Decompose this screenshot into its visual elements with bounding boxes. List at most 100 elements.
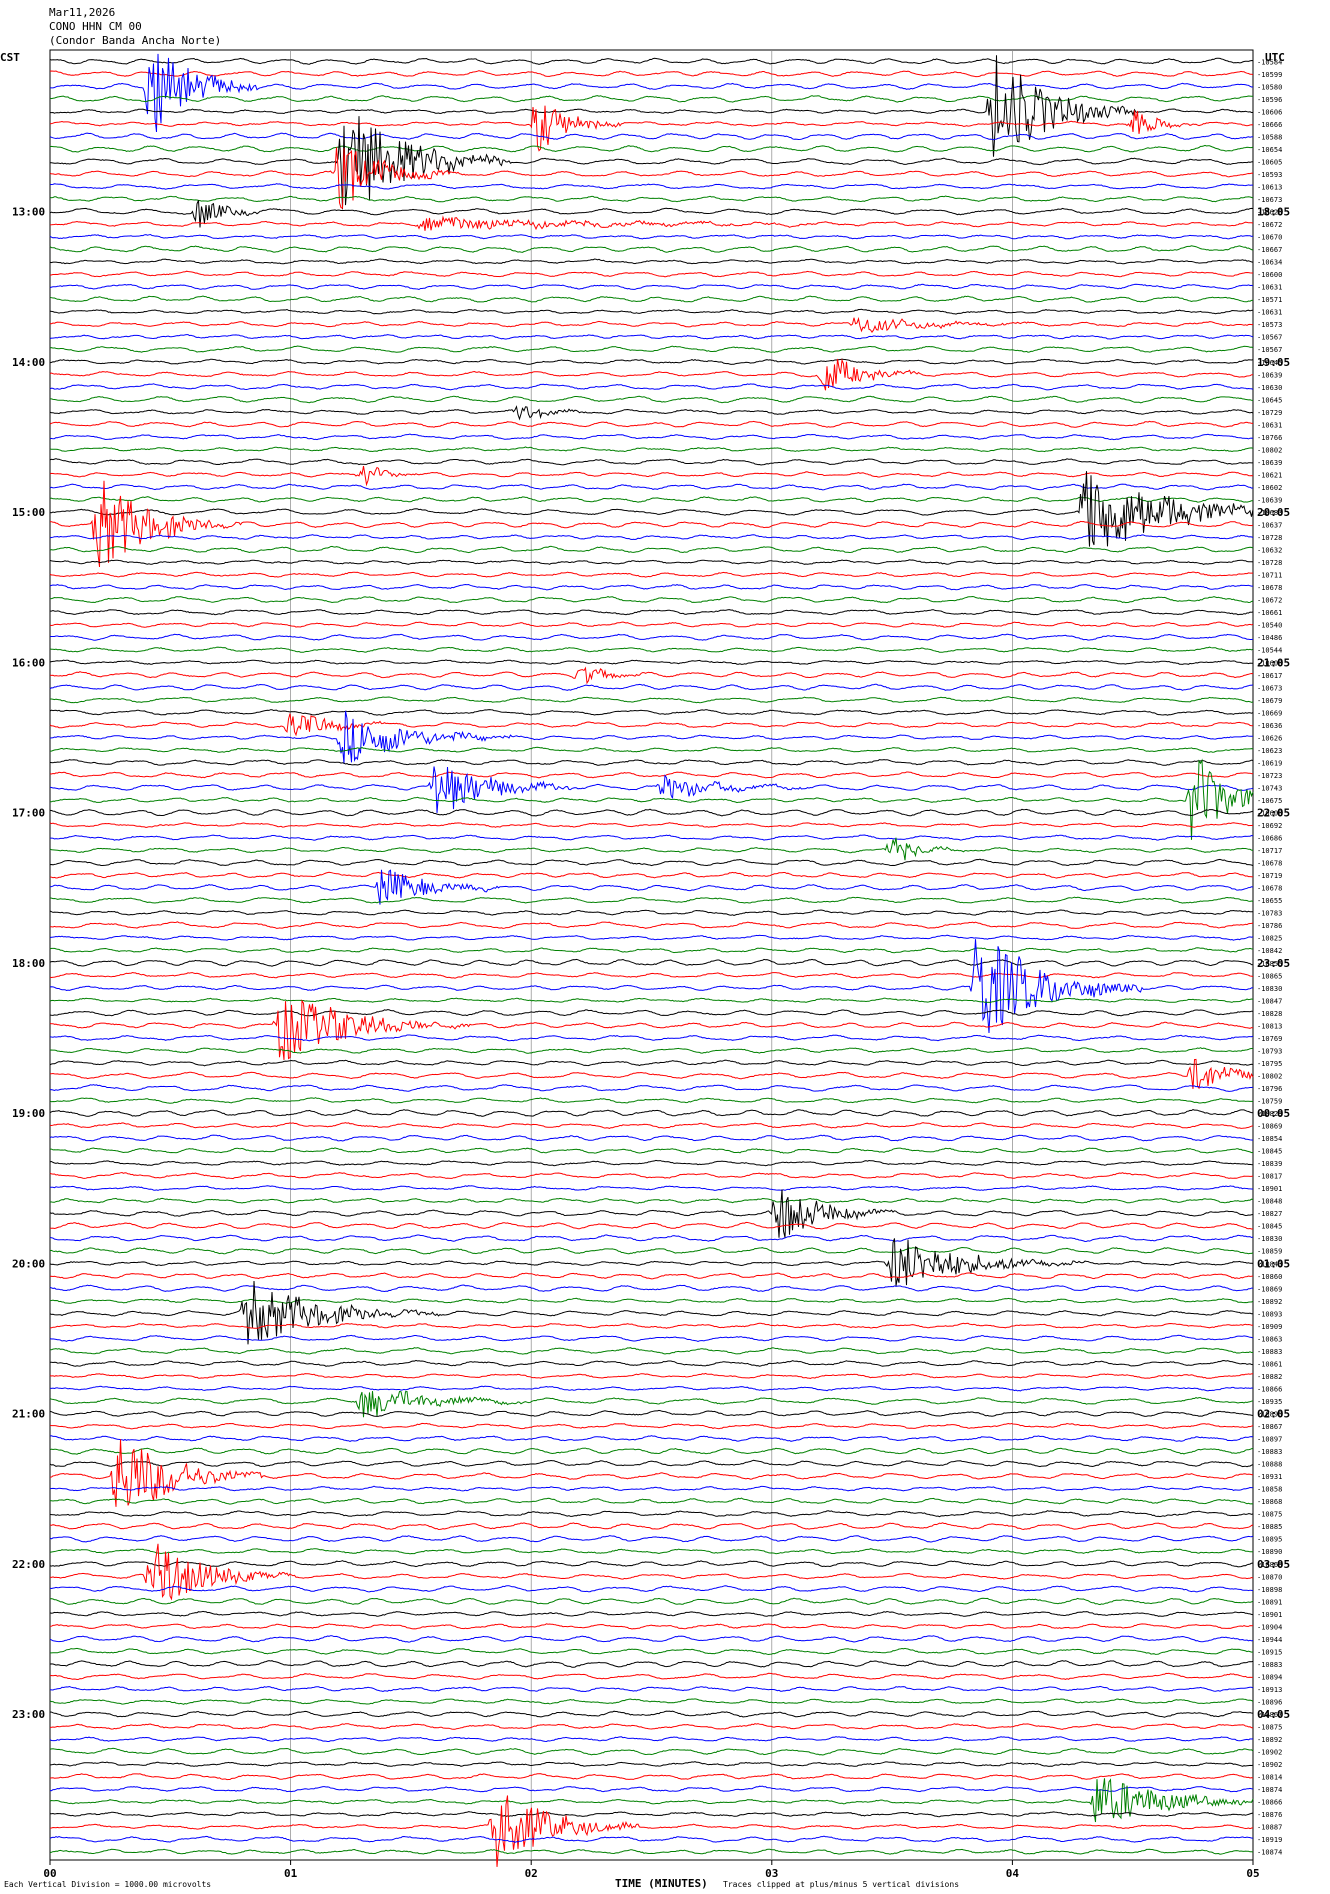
trace-line-17	[49, 270, 1253, 278]
trace-line-13	[49, 215, 1254, 231]
trace-value-label: -10608	[1257, 810, 1282, 818]
trace-line-9	[49, 147, 1254, 209]
trace-value-label: -10672	[1257, 597, 1282, 605]
cst-hour-label: 17:00	[12, 807, 45, 820]
trace-value-label: -10839	[1257, 1160, 1282, 1168]
trace-line-40	[49, 559, 1254, 565]
trace-line-80	[49, 1059, 1254, 1067]
trace-line-59	[49, 758, 1254, 840]
trace-line-33	[49, 466, 1254, 487]
utc-hour-label: 23:05	[1257, 957, 1290, 970]
trace-value-label: -10666	[1257, 121, 1282, 129]
trace-value-label: -10631	[1257, 421, 1282, 429]
trace-line-65	[49, 871, 1254, 879]
x-tick-label: 01	[284, 1867, 298, 1880]
trace-value-label: -10827	[1257, 1210, 1282, 1218]
trace-value-label: -10829	[1257, 1110, 1282, 1118]
trace-value-label: -10717	[1257, 847, 1282, 855]
trace-value-label: -10623	[1257, 747, 1282, 755]
trace-line-132	[49, 1710, 1254, 1718]
trace-value-label: -10892	[1257, 1298, 1282, 1306]
trace-line-43	[49, 595, 1254, 604]
trace-line-111	[49, 1447, 1254, 1455]
trace-value-label: -10636	[1257, 722, 1282, 730]
trace-value-label: -10854	[1257, 1135, 1282, 1143]
trace-line-54	[49, 710, 1254, 764]
trace-line-7	[49, 144, 1254, 153]
trace-value-label: -10626	[1257, 734, 1282, 742]
utc-hour-label: 21:05	[1257, 656, 1290, 669]
trace-value-label: -10678	[1257, 860, 1282, 868]
x-axis-title: TIME (MINUTES)	[615, 1877, 708, 1890]
trace-value-label: -10893	[1257, 1310, 1282, 1318]
cst-hour-label: 19:00	[12, 1107, 45, 1120]
trace-line-74	[49, 939, 1254, 1034]
trace-line-120	[49, 1560, 1254, 1568]
trace-value-label: -10875	[1257, 1724, 1282, 1732]
trace-value-label: -10634	[1257, 259, 1282, 267]
trace-line-135	[49, 1747, 1254, 1756]
trace-line-98	[49, 1284, 1253, 1293]
trace-value-label: -10887	[1257, 1824, 1282, 1832]
vertical-division-note: Each Vertical Division = 1000.00 microvo…	[4, 1880, 212, 1889]
trace-value-label: -10848	[1257, 1198, 1282, 1206]
trace-line-34	[49, 483, 1254, 491]
trace-value-label: -10890	[1257, 1548, 1282, 1556]
trace-value-label: -10683	[1257, 509, 1282, 517]
trace-value-label: -10621	[1257, 471, 1282, 479]
trace-line-85	[50, 1122, 1254, 1129]
trace-value-label: -10865	[1257, 972, 1282, 980]
trace-value-label: -10619	[1257, 759, 1282, 767]
trace-value-label: -10639	[1257, 459, 1282, 467]
trace-value-label: -10866	[1257, 1385, 1282, 1393]
trace-value-label: -10883	[1257, 1348, 1282, 1356]
trace-line-46	[50, 633, 1254, 641]
trace-line-117	[49, 1522, 1254, 1531]
trace-value-label: -10919	[1257, 1836, 1282, 1844]
trace-line-129	[49, 1672, 1254, 1681]
trace-value-label: -10584	[1257, 58, 1282, 66]
cst-hour-label: 13:00	[12, 206, 45, 219]
header-date: Mar11,2026	[49, 6, 116, 19]
trace-value-label: -10892	[1257, 1736, 1282, 1744]
trace-line-136	[49, 1761, 1254, 1767]
trace-line-4	[50, 55, 1253, 157]
trace-line-26	[49, 383, 1254, 391]
trace-value-label: -10673	[1257, 196, 1282, 204]
trace-line-5	[49, 105, 1254, 152]
trace-value-label: -10845	[1257, 1223, 1282, 1231]
x-tick-label: 00	[43, 1867, 56, 1880]
utc-hour-label: 18:05	[1257, 206, 1290, 219]
trace-value-label: -10883	[1257, 1661, 1282, 1669]
trace-value-label: -10863	[1257, 1335, 1282, 1343]
trace-line-38	[49, 534, 1254, 541]
trace-line-109	[49, 1422, 1254, 1430]
trace-line-138	[49, 1785, 1254, 1793]
trace-line-1	[49, 70, 1254, 78]
trace-line-64	[49, 858, 1254, 867]
trace-value-label: -10898	[1257, 1586, 1282, 1594]
trace-line-75	[49, 997, 1254, 1004]
trace-line-128	[49, 1660, 1254, 1668]
trace-line-137	[49, 1773, 1254, 1781]
trace-line-16	[49, 258, 1254, 265]
utc-hour-label: 03:05	[1257, 1558, 1290, 1571]
trace-value-label: -10813	[1257, 1022, 1282, 1030]
trace-line-56	[49, 759, 1254, 766]
trace-value-label: -10867	[1257, 1423, 1282, 1431]
plot-frame	[49, 49, 1254, 1861]
trace-value-label: -10861	[1257, 1360, 1282, 1368]
utc-hour-label: 20:05	[1257, 506, 1290, 519]
trace-line-126	[49, 1635, 1254, 1643]
trace-value-label: -10902	[1257, 1761, 1282, 1769]
trace-value-label: -10606	[1257, 108, 1282, 116]
trace-line-100	[49, 1280, 1253, 1345]
trace-value-label: -10802	[1257, 446, 1282, 454]
trace-line-87	[50, 1147, 1254, 1154]
x-tick-label: 02	[525, 1867, 538, 1880]
trace-line-125	[49, 1623, 1254, 1630]
trace-line-139	[49, 1778, 1254, 1823]
trace-line-41	[49, 571, 1253, 578]
trace-line-47	[49, 646, 1254, 653]
trace-line-72	[49, 958, 1254, 967]
